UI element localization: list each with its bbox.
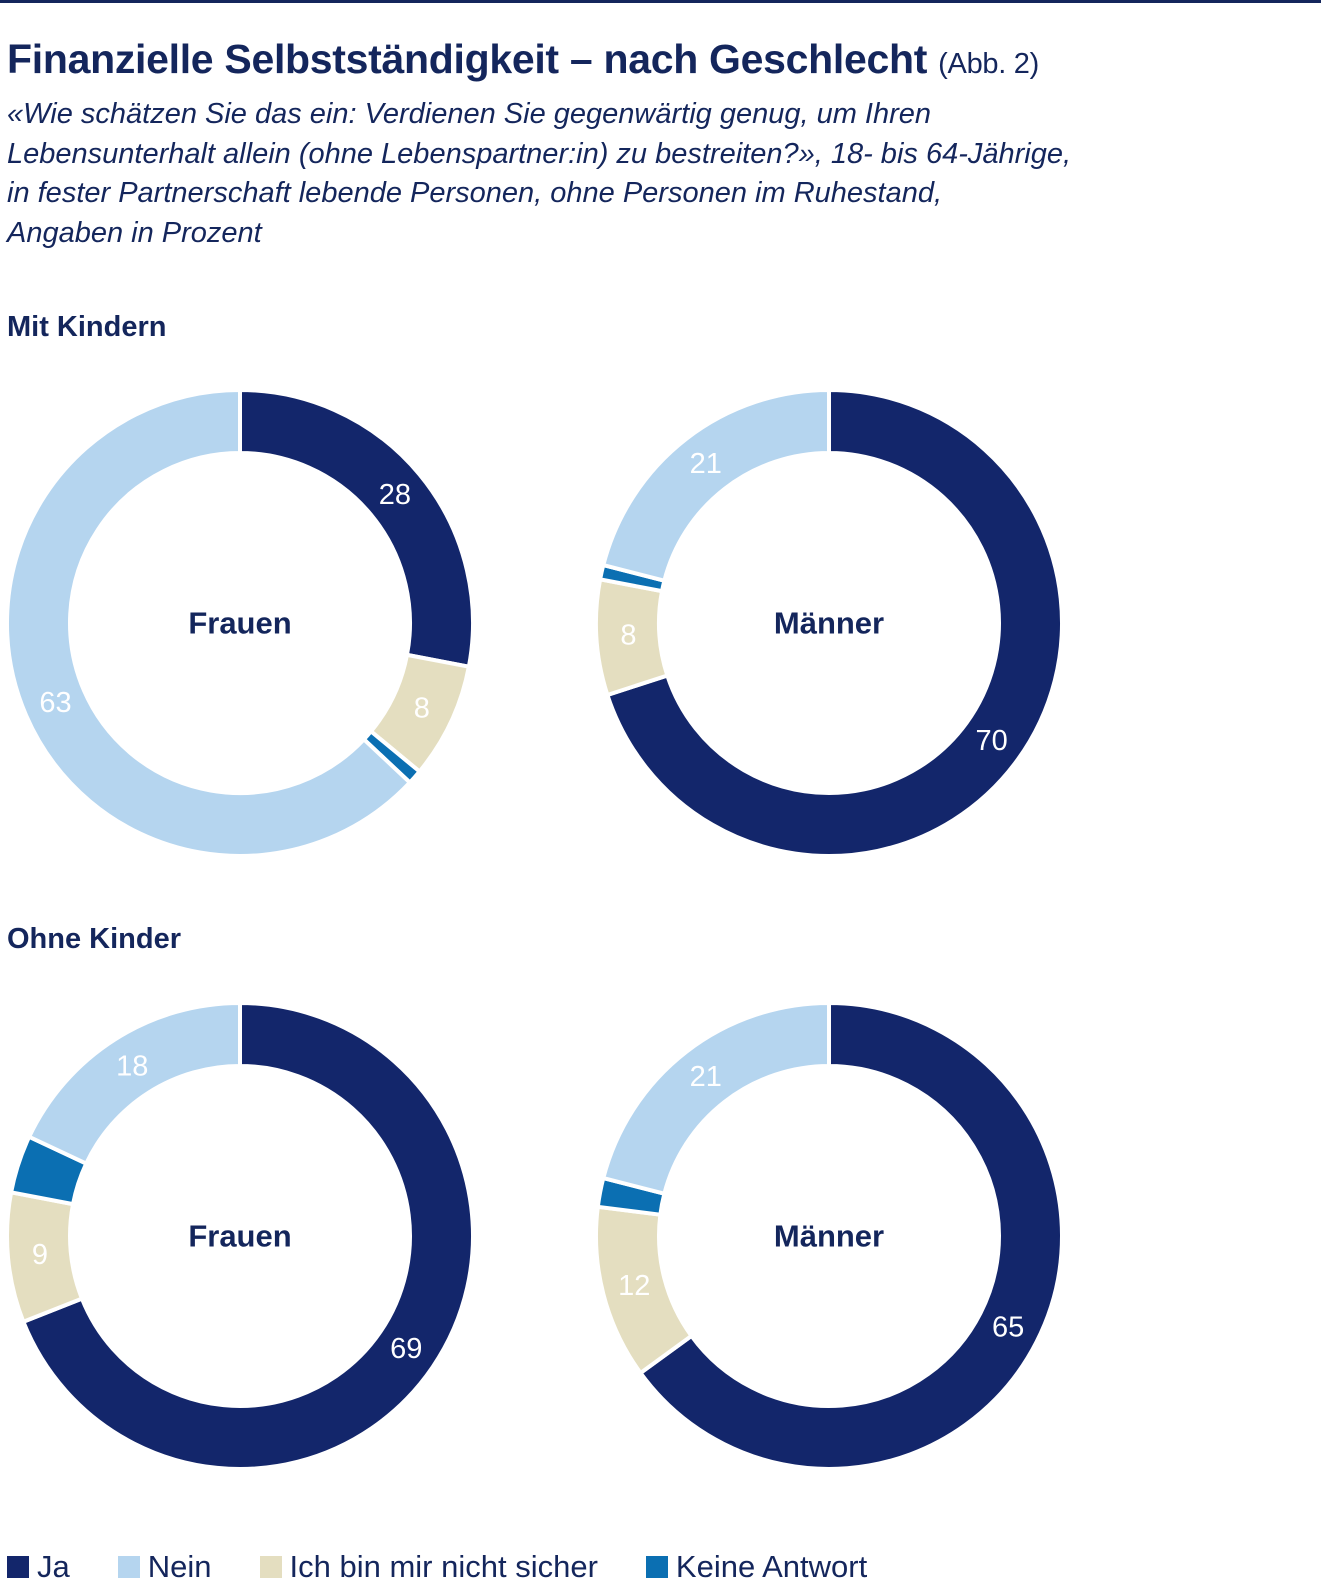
top-rule bbox=[0, 0, 1321, 3]
value-label-ich-bin-mir-nicht-sicher: 9 bbox=[32, 1239, 48, 1271]
donut-chart-with-children-men: 70 8 21 Männer bbox=[594, 387, 1064, 858]
value-label-ich-bin-mir-nicht-sicher: 8 bbox=[414, 693, 430, 725]
donut-center-label: Frauen bbox=[188, 606, 291, 641]
legend-swatch-no-answer bbox=[645, 1556, 668, 1578]
value-label-ja: 65 bbox=[992, 1311, 1024, 1343]
legend-label-no-answer: Keine Antwort bbox=[675, 1549, 868, 1584]
legend-swatch-nein bbox=[117, 1556, 140, 1578]
donut-svg: 70 8 21 Männer bbox=[594, 387, 1064, 858]
donut-center-label: Frauen bbox=[188, 1219, 291, 1254]
value-label-ja: 70 bbox=[975, 725, 1007, 757]
subtitle-line: Lebensunterhalt allein (ohne Lebenspartn… bbox=[7, 137, 1072, 170]
subtitle-line: Angaben in Prozent bbox=[7, 216, 262, 249]
donut-segment-ja bbox=[20, 1000, 475, 1471]
section-label-with-children: Mit Kindern bbox=[7, 311, 167, 343]
value-label-ja: 28 bbox=[379, 479, 411, 511]
legend-item-unsure: Ich bin mir nicht sicher bbox=[259, 1549, 598, 1585]
legend-label-ja: Ja bbox=[37, 1549, 70, 1584]
donut-segment-nein bbox=[600, 1000, 831, 1197]
subtitle-line: in fester Partnerschaft lebende Personen… bbox=[7, 177, 943, 209]
value-label-ich-bin-mir-nicht-sicher: 12 bbox=[618, 1270, 650, 1302]
donut-segment-nein bbox=[5, 387, 413, 858]
value-label-ja: 69 bbox=[390, 1333, 422, 1365]
donut-svg: 69 9 18 Frauen bbox=[5, 1000, 475, 1471]
donut-chart-without-children-women: 69 9 18 Frauen bbox=[5, 1000, 475, 1471]
legend-label-unsure: Ich bin mir nicht sicher bbox=[289, 1549, 598, 1584]
donut-center-label: Männer bbox=[774, 606, 884, 641]
figure-reference: (Abb. 2) bbox=[938, 48, 1039, 80]
value-label-nein: 63 bbox=[39, 687, 71, 719]
legend-label-nein: Nein bbox=[147, 1549, 212, 1584]
donut-segment-nein bbox=[600, 387, 831, 584]
donut-segment-nein bbox=[26, 1000, 242, 1167]
value-label-nein: 21 bbox=[690, 1061, 722, 1093]
legend-swatch-unsure bbox=[259, 1556, 282, 1578]
subtitle-line: «Wie schätzen Sie das ein: Verdienen Sie… bbox=[7, 98, 932, 130]
value-label-nein: 21 bbox=[690, 448, 722, 480]
chart-title: Finanzielle Selbstständigkeit – nach Ges… bbox=[7, 36, 1039, 83]
legend-item-ja: Ja bbox=[7, 1549, 70, 1585]
value-label-nein: 18 bbox=[116, 1050, 148, 1082]
donut-chart-without-children-men: 65 12 21 Männer bbox=[594, 1000, 1064, 1471]
donut-chart-with-children-women: 28 8 63 Frauen bbox=[5, 387, 475, 858]
donut-segment-ja bbox=[604, 387, 1064, 858]
donut-segment-ja bbox=[238, 387, 475, 669]
donut-segment-ja bbox=[637, 1000, 1064, 1471]
section-label-without-children: Ohne Kinder bbox=[7, 923, 182, 955]
chart-subtitle: «Wie schätzen Sie das ein: Verdienen Sie… bbox=[7, 95, 1307, 253]
donut-svg: 65 12 21 Männer bbox=[594, 1000, 1064, 1471]
legend-swatch-ja bbox=[7, 1556, 29, 1578]
legend: Ja Nein Ich bin mir nicht sicher Keine A… bbox=[7, 1549, 915, 1585]
title-text: Finanzielle Selbstständigkeit – nach Ges… bbox=[7, 36, 928, 82]
donut-svg: 28 8 63 Frauen bbox=[5, 387, 475, 858]
legend-item-no-answer: Keine Antwort bbox=[645, 1549, 868, 1585]
legend-item-nein: Nein bbox=[117, 1549, 212, 1585]
donut-center-label: Männer bbox=[774, 1219, 884, 1254]
value-label-ich-bin-mir-nicht-sicher: 8 bbox=[620, 620, 636, 652]
